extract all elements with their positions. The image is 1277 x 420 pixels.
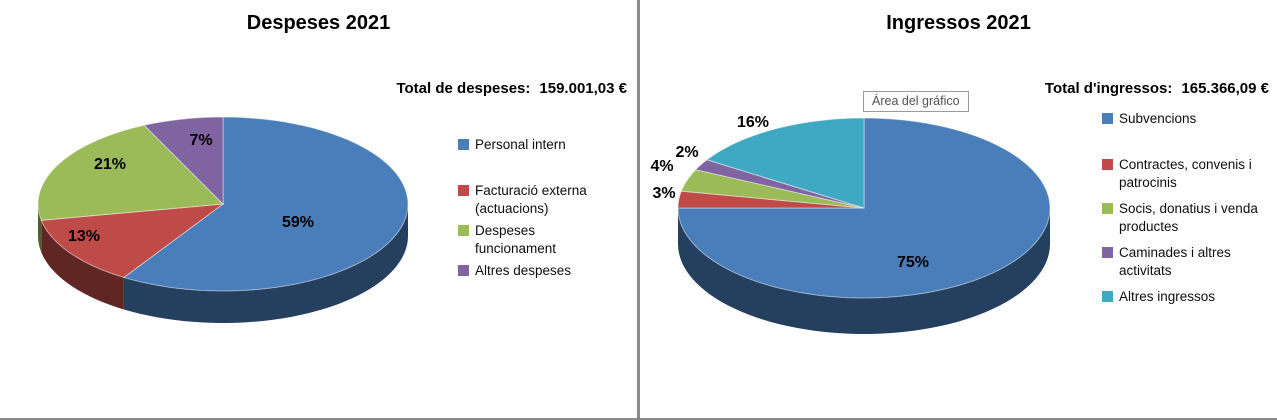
legend-swatch <box>1102 291 1113 302</box>
chart-title-despeses: Despeses 2021 <box>246 12 391 34</box>
pie-slice-side <box>123 204 409 323</box>
slice-percent-label: 21% <box>94 156 126 173</box>
legend-item[interactable]: Subvencions <box>1102 110 1268 128</box>
pie-slice-subvencions[interactable] <box>677 117 1051 299</box>
total-ingressos-label: Total d'ingressos: <box>1044 80 1173 97</box>
pie-slice-facturaci-externa-actuacions[interactable] <box>40 203 225 279</box>
legend-ingressos: Subvencions Contractes, convenis i patro… <box>1102 110 1268 314</box>
legend-item[interactable]: Personal intern <box>458 136 592 154</box>
total-despeses-value: 159.001,03 € <box>539 80 627 97</box>
legend-item-label: Personal intern <box>475 137 566 152</box>
legend-swatch <box>1102 113 1113 124</box>
total-ingressos: Total d'ingressos: 165.366,09 € <box>1045 80 1269 97</box>
legend-swatch <box>458 265 469 276</box>
slice-percent-label: 16% <box>737 114 769 131</box>
legend-item-label: Altres despeses <box>475 263 572 278</box>
legend-item[interactable]: Altres ingressos <box>1102 288 1268 306</box>
chart-panel-despeses: Despeses 2021 Total de despeses: 159.001,… <box>0 0 637 418</box>
pie-slice-altres-ingressos[interactable] <box>705 117 865 209</box>
pie-slice-side <box>678 208 1050 334</box>
legend-item[interactable]: Altres despeses <box>458 262 592 280</box>
pie-slice-altres-despeses[interactable] <box>143 116 224 206</box>
legend-item-label: Subvencions <box>1119 111 1197 126</box>
legend-item-label: Facturació externa (actuacions) <box>475 183 587 216</box>
chart-title-ingressos: Ingressos 2021 <box>886 12 1031 34</box>
legend-item-label: Contractes, convenis i patrocinis <box>1119 157 1252 190</box>
legend-swatch <box>1102 159 1113 170</box>
legend-swatch <box>458 185 469 196</box>
legend-item-label: Altres ingressos <box>1119 289 1216 304</box>
panel-divider <box>637 0 640 418</box>
chart-area-tooltip: Área del gráfico <box>863 91 969 112</box>
slice-percent-label: 2% <box>675 144 698 161</box>
pie-slice-despeses-funcionament[interactable] <box>37 124 225 221</box>
legend-item[interactable]: Caminades i altres activitats <box>1102 244 1268 280</box>
slice-percent-label: 4% <box>650 158 673 175</box>
legend-despeses: Personal intern Facturació externa (actu… <box>458 136 592 284</box>
pie-chart-ingressos[interactable]: 75% 3% 4%2% 16% <box>640 0 1277 420</box>
legend-swatch <box>458 139 469 150</box>
pie-slice-side <box>41 220 124 310</box>
pie-slice-side <box>38 204 42 253</box>
pie-slice-socis-donatius-i-venda-productes[interactable] <box>680 169 865 209</box>
legend-item[interactable]: Facturació externa (actuacions) <box>458 182 592 218</box>
legend-item[interactable]: Contractes, convenis i patrocinis <box>1102 156 1268 192</box>
total-despeses: Total de despeses: 159.001,03 € <box>396 80 627 97</box>
legend-item-label: Despeses funcionament <box>475 223 557 256</box>
pie-chart-despeses[interactable]: 59% 13% 21% 7% <box>0 0 637 420</box>
legend-swatch <box>1102 247 1113 258</box>
slice-percent-label: 75% <box>897 254 929 271</box>
slice-percent-label: 7% <box>189 132 212 149</box>
legend-item-label: Socis, donatius i venda productes <box>1119 201 1258 234</box>
legend-item-label: Caminades i altres activitats <box>1119 245 1231 278</box>
legend-item[interactable]: Despeses funcionament <box>458 222 592 258</box>
legend-swatch <box>1102 203 1113 214</box>
total-despeses-label: Total de despeses: <box>396 80 531 97</box>
slice-percent-label: 59% <box>282 214 314 231</box>
legend-item[interactable]: Socis, donatius i venda productes <box>1102 200 1268 236</box>
pie-slice-personal-intern[interactable] <box>122 116 409 292</box>
legend-swatch <box>458 225 469 236</box>
chart-panel-ingressos: Ingressos 2021 Total d'ingressos: 165.366… <box>640 0 1277 418</box>
total-ingressos-value: 165.366,09 € <box>1181 80 1269 97</box>
slice-percent-label: 3% <box>652 185 675 202</box>
slice-percent-label: 13% <box>68 228 100 245</box>
